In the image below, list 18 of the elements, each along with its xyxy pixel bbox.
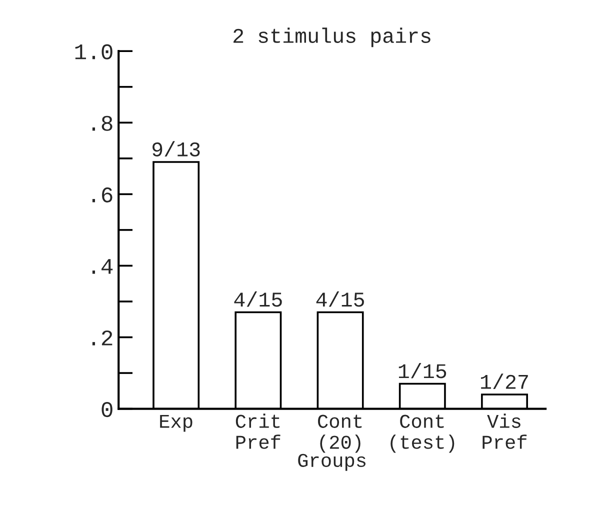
x-tick-label: Cont (test) (390, 414, 454, 453)
data-label: 9/13 (152, 141, 200, 156)
y-tick-label: .6 (92, 187, 112, 202)
y-tick-label: .4 (92, 259, 113, 274)
y-tick-label: 0 (102, 402, 112, 418)
y-tick-label: 1.0 (75, 44, 112, 60)
x-tick-label: Crit Pref (236, 414, 280, 449)
data-label: 1/15 (398, 362, 446, 378)
data-label: 1/27 (481, 374, 528, 389)
y-tick-label: .2 (92, 330, 112, 346)
x-tick-label: Cont (20) (318, 414, 362, 453)
data-label: 4/15 (234, 291, 282, 307)
y-tick-label: .8 (92, 116, 112, 131)
chart-title: 2 stimulus pairs (234, 28, 430, 48)
x-tick-label: Vis Pref (482, 414, 527, 449)
x-tick-label: Exp (160, 414, 192, 432)
x-axis-title: Groups (298, 454, 366, 471)
data-label: 4/15 (316, 291, 364, 307)
